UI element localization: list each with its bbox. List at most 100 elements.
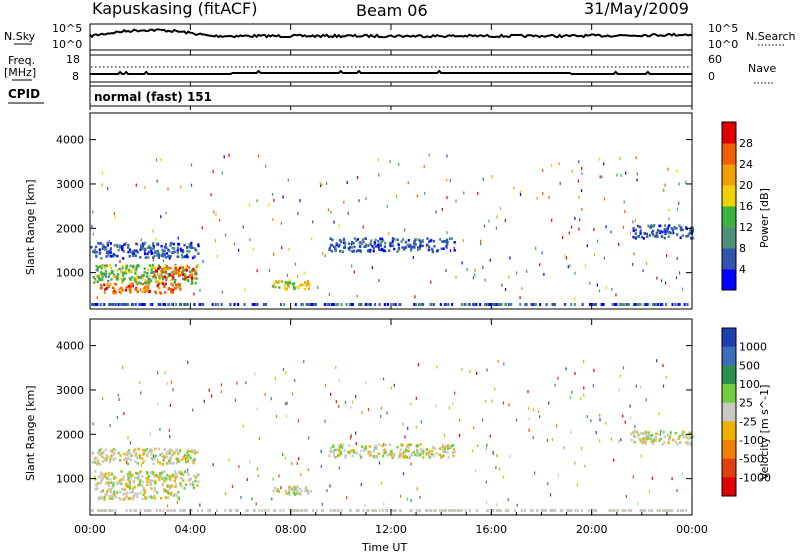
data-cell xyxy=(94,456,97,460)
power-ylabel: Slant Range [km] xyxy=(24,179,37,275)
data-cell xyxy=(634,232,637,235)
data-cell xyxy=(101,247,104,250)
data-cell xyxy=(162,459,165,462)
data-cell xyxy=(153,251,156,255)
data-cell xyxy=(335,303,338,306)
data-cell xyxy=(586,244,588,248)
data-cell xyxy=(461,367,463,371)
data-cell xyxy=(299,509,302,512)
data-cell xyxy=(236,509,239,512)
data-cell xyxy=(107,279,110,283)
data-cell xyxy=(428,153,430,157)
data-cell xyxy=(95,245,98,249)
data-cell xyxy=(359,245,362,248)
data-cell xyxy=(374,238,377,242)
data-cell xyxy=(103,291,106,295)
data-cell xyxy=(487,303,489,306)
data-cell xyxy=(289,281,292,285)
data-cell xyxy=(678,201,680,205)
data-cell xyxy=(163,291,167,294)
data-cell xyxy=(438,453,440,457)
data-cell xyxy=(634,228,637,232)
data-cell xyxy=(104,472,107,476)
data-cell xyxy=(119,498,122,501)
data-cell xyxy=(373,242,376,246)
data-cell xyxy=(452,448,456,451)
data-cell xyxy=(313,303,316,306)
data-cell xyxy=(422,448,425,452)
data-cell xyxy=(195,248,198,252)
data-cell xyxy=(193,247,196,250)
data-cell xyxy=(152,242,155,245)
data-cell xyxy=(251,497,253,501)
data-cell xyxy=(520,190,522,193)
data-cell xyxy=(107,472,110,475)
data-cell xyxy=(100,479,103,483)
velocity-data-layer xyxy=(91,359,694,512)
data-cell xyxy=(284,489,287,493)
data-cell xyxy=(102,450,105,454)
data-cell xyxy=(676,443,679,446)
data-cell xyxy=(183,243,186,247)
data-cell xyxy=(386,453,389,457)
data-cell xyxy=(629,231,632,235)
data-cell xyxy=(177,272,180,275)
data-cell xyxy=(115,275,117,279)
data-cell xyxy=(595,431,597,435)
data-cell xyxy=(548,401,550,405)
data-cell xyxy=(654,235,657,238)
data-cell xyxy=(211,394,213,398)
data-cell xyxy=(168,449,171,452)
data-cell xyxy=(403,248,406,251)
data-cell xyxy=(197,244,200,248)
data-cell xyxy=(554,383,556,387)
data-cell xyxy=(150,265,153,269)
data-cell xyxy=(332,451,335,455)
data-cell xyxy=(433,509,436,512)
data-cell xyxy=(300,489,303,493)
data-cell xyxy=(378,248,381,252)
data-cell xyxy=(347,247,350,250)
data-cell xyxy=(139,256,142,259)
data-cell xyxy=(294,378,296,382)
data-cell xyxy=(303,281,307,284)
data-cell xyxy=(216,509,218,512)
data-cell xyxy=(530,509,533,512)
data-cell xyxy=(194,276,196,280)
data-cell xyxy=(379,244,382,247)
data-cell xyxy=(150,487,153,490)
data-cell xyxy=(440,455,443,458)
data-cell xyxy=(144,256,147,259)
data-cell xyxy=(180,303,182,306)
data-cell xyxy=(135,249,138,253)
power-panel-frame xyxy=(89,112,693,310)
data-cell xyxy=(120,277,123,280)
data-cell xyxy=(191,448,194,452)
data-cell xyxy=(418,247,421,251)
data-cell xyxy=(127,250,130,254)
data-cell xyxy=(422,456,425,459)
data-cell xyxy=(164,243,167,246)
data-cell xyxy=(338,448,341,452)
data-cell xyxy=(168,484,171,488)
data-cell xyxy=(185,303,188,306)
data-cell xyxy=(301,303,304,306)
velocity-ylabel: Slant Range [km] xyxy=(24,385,37,481)
data-cell xyxy=(667,167,669,171)
data-cell xyxy=(184,273,187,276)
data-cell xyxy=(509,256,511,260)
data-cell xyxy=(171,449,174,453)
data-cell xyxy=(661,443,664,446)
data-cell xyxy=(676,256,678,260)
data-cell xyxy=(190,183,193,187)
data-cell xyxy=(421,244,424,248)
data-cell xyxy=(94,303,97,306)
data-cell xyxy=(335,242,338,245)
data-cell xyxy=(142,493,145,497)
data-cell xyxy=(119,459,122,462)
data-cell xyxy=(399,448,402,451)
data-cell xyxy=(135,493,138,496)
data-cell xyxy=(172,461,175,465)
data-cell xyxy=(156,254,159,257)
data-cell xyxy=(110,456,113,460)
